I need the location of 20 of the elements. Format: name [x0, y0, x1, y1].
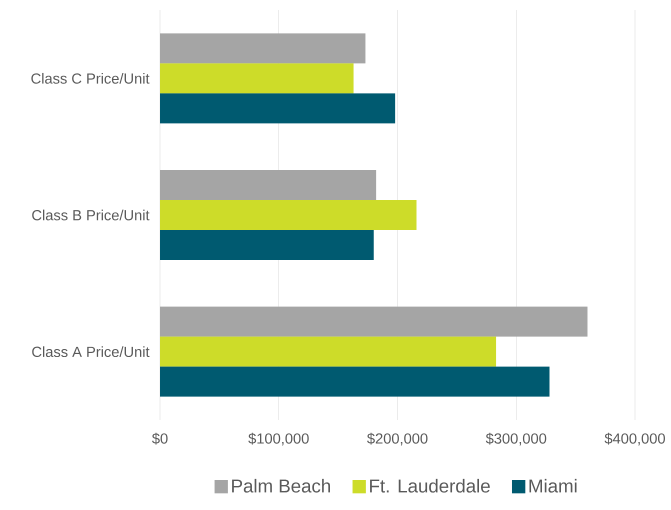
bar [160, 170, 376, 200]
x-tick-label: $300,000 [486, 432, 546, 446]
y-tick-label: Class A Price/Unit [32, 346, 150, 358]
x-tick-label: $200,000 [367, 432, 428, 446]
bar [160, 230, 374, 260]
bar [160, 33, 366, 64]
y-tick-label: Class C Price/Unit [31, 72, 150, 84]
bar [160, 366, 550, 397]
bar [160, 63, 354, 94]
bar [160, 306, 588, 337]
x-tick-label: $100,000 [248, 432, 309, 446]
legend-label: Palm Beach [232, 478, 330, 493]
x-tick-label: $0 [152, 432, 168, 445]
bar [160, 200, 416, 230]
bar [160, 336, 496, 367]
bar [160, 93, 396, 124]
x-tick-label: $400,000 [604, 432, 665, 446]
legend-label: Miami [530, 478, 576, 493]
y-tick-label: Class B Price/Unit [32, 210, 150, 220]
legend-label: Ft. Lauderdale [370, 478, 490, 493]
